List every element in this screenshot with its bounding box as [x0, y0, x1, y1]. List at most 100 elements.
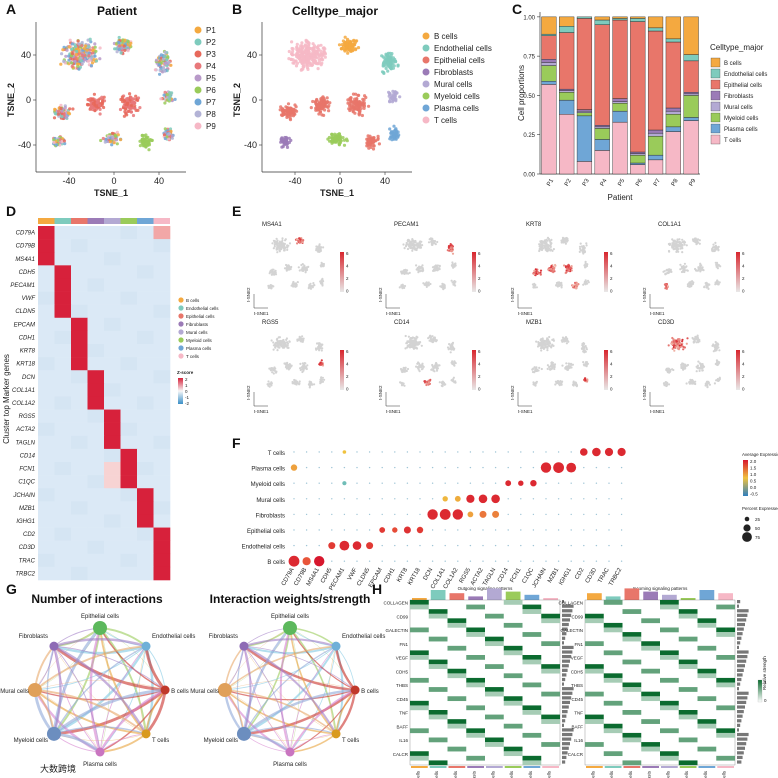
d-heat-cell [137, 435, 154, 450]
e-point [538, 366, 541, 369]
e-point [539, 347, 543, 350]
e-point [582, 245, 585, 248]
tsne-point [68, 38, 72, 42]
e-point [675, 339, 678, 342]
e-point [413, 347, 417, 350]
f-bg-dot [381, 466, 383, 469]
e-scale-tick: 2 [610, 276, 613, 281]
d-gene-label: RGS5 [19, 414, 36, 420]
e-point [303, 364, 306, 368]
tsne-point [60, 52, 64, 56]
d-heat-cell [38, 383, 55, 397]
e-point [667, 344, 670, 347]
e-point [431, 239, 434, 242]
legend-swatch-p7 [194, 98, 202, 106]
e-point [714, 261, 717, 264]
tsne-point [90, 97, 94, 101]
tsne-point [63, 142, 67, 146]
e-point [430, 242, 434, 245]
e-point [679, 346, 682, 349]
tsne-point [74, 56, 78, 60]
e-point [671, 336, 674, 340]
d-heat-cell [38, 566, 55, 581]
e-point [451, 263, 454, 266]
e-point [430, 368, 433, 371]
tsne-point [390, 135, 394, 139]
d-heat-cell [54, 291, 72, 305]
d-heat-cell [71, 383, 88, 397]
d-heat-cell [38, 226, 55, 240]
d-scale-tick: 1 [185, 383, 188, 388]
e-point [701, 369, 704, 372]
tsne-point [386, 69, 390, 73]
tsne-point [136, 108, 140, 112]
e-scale-tick: 2 [478, 276, 481, 281]
d-gene-label: CLDN5 [15, 309, 35, 315]
e-point [679, 242, 683, 245]
tsne-point [321, 46, 325, 50]
e-point [564, 337, 567, 341]
d-heat-cell [87, 409, 105, 423]
d-heat-cell [38, 540, 55, 555]
e-point [402, 243, 405, 246]
tsne-point [325, 100, 329, 104]
tsne-point [115, 130, 119, 134]
c-bar-segment [541, 59, 557, 63]
tsne-point [100, 95, 104, 99]
c-legend-label: Endothelial cells [724, 72, 767, 78]
e-point [411, 249, 414, 252]
e-point [312, 282, 315, 285]
e-point [305, 366, 308, 370]
f-bg-dot [406, 482, 409, 484]
e-point [302, 239, 305, 242]
d-annotation-bar [71, 218, 88, 224]
c-bar-segment [683, 16, 699, 55]
f-bg-dot [419, 451, 421, 453]
d-heat-cell [87, 278, 105, 292]
d-legend-swatch [178, 329, 184, 335]
legend-swatch [422, 116, 430, 124]
tsne-point [101, 99, 105, 103]
panel-b-xlabel: TSNE_1 [320, 188, 354, 198]
e-point [277, 343, 280, 346]
d-heat-cell [137, 383, 154, 397]
tsne-point [122, 98, 126, 102]
legend-label: P6 [206, 86, 216, 95]
e-point [574, 381, 577, 384]
tsne-point [366, 140, 370, 144]
tsne-point [136, 96, 141, 100]
c-legend-label: Myeloid cells [724, 116, 758, 122]
e-scale-tick: 4 [346, 264, 349, 269]
d-heat-cell [104, 488, 121, 502]
tsne-point [383, 59, 387, 63]
c-legend-swatch [710, 79, 721, 90]
e-point [552, 344, 555, 347]
e-point [538, 243, 541, 246]
y-tick-label: 0 [252, 95, 257, 105]
d-heat-cell [153, 357, 171, 371]
e-point [571, 284, 575, 287]
e-point [423, 381, 427, 384]
e-point [693, 340, 696, 343]
tsne-point [320, 107, 324, 111]
e-point [320, 349, 323, 352]
e-point [425, 383, 428, 387]
e-point [679, 263, 682, 266]
e-point [557, 381, 560, 385]
tsne-point [140, 138, 144, 142]
d-heat-cell [71, 370, 88, 384]
e-scale-tick: 4 [478, 264, 481, 269]
d-annotation-bar [137, 218, 154, 224]
e-scale-tick: 2 [742, 374, 745, 379]
e-point [700, 264, 703, 267]
d-gene-label: CD2 [23, 532, 36, 538]
d-gene-label: CD79A [16, 231, 35, 237]
e-point [287, 346, 290, 349]
d-heat-cell [38, 252, 55, 266]
e-point [274, 273, 278, 276]
f-bg-dot [331, 451, 333, 453]
d-heat-cell [104, 566, 121, 581]
tsne-point [349, 103, 353, 107]
tsne-point [82, 46, 86, 51]
d-heat-cell [153, 291, 171, 305]
